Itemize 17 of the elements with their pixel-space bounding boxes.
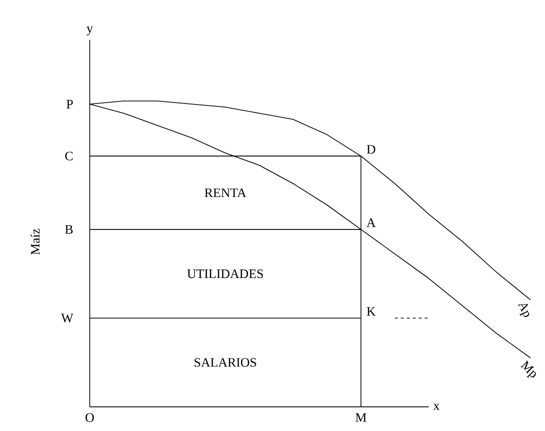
annotation: RENTA: [204, 188, 246, 198]
ref-line-label: C: [65, 152, 73, 161]
x-tick-label: O: [86, 413, 94, 422]
annotation: UTILIDADES: [187, 270, 263, 278]
text: Mp: [520, 360, 536, 378]
ref-line-label: B: [65, 225, 73, 234]
x-tick-label: M: [356, 413, 366, 422]
text: y: [86, 26, 93, 36]
annotation: P: [66, 100, 73, 108]
annotation: K: [366, 307, 376, 316]
y-axis-title: Maíz: [30, 228, 40, 255]
text: Ap: [518, 304, 530, 318]
annotation: SALARIOS: [194, 358, 256, 367]
x-axis-title: x: [433, 404, 440, 410]
annotation: A: [366, 218, 376, 228]
ref-line-label: W: [61, 314, 74, 323]
annotation: D: [366, 145, 376, 154]
